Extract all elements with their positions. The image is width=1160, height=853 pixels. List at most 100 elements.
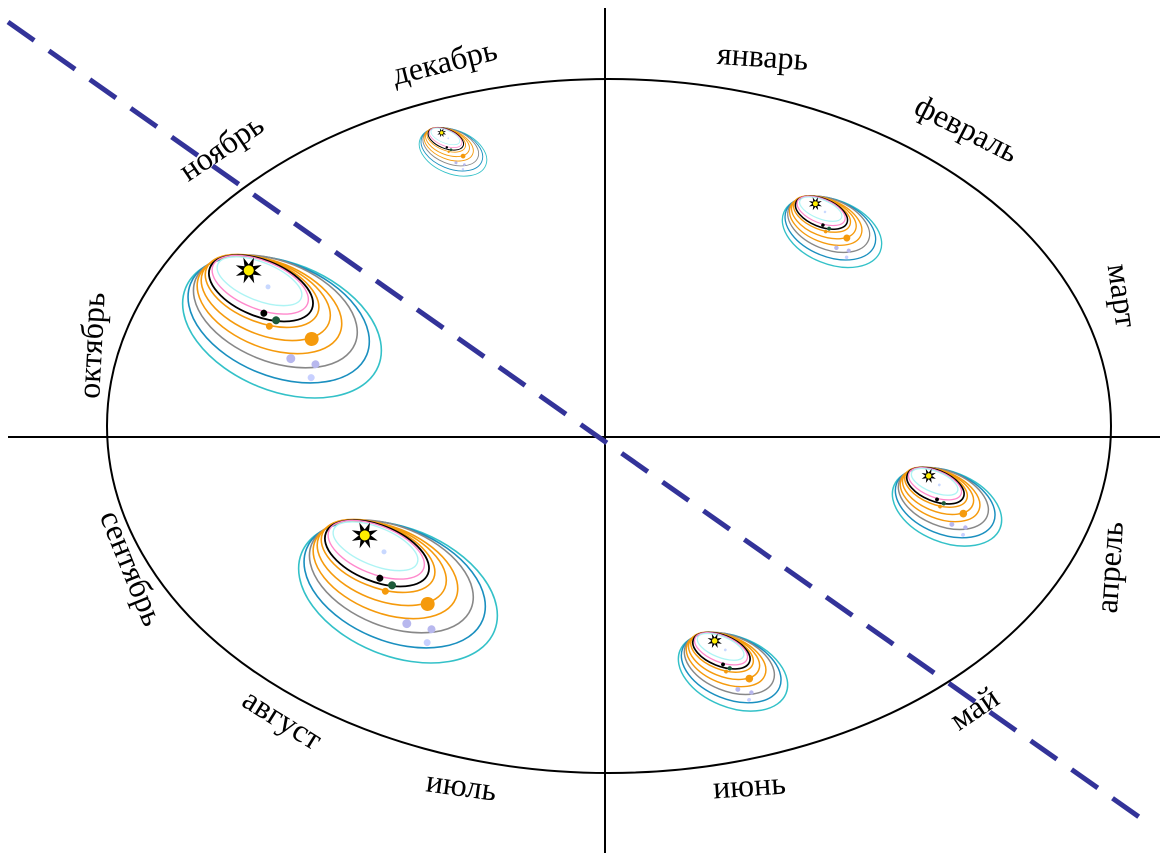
- sun-icon: [707, 633, 722, 649]
- planet-icon: [935, 497, 939, 502]
- planet-icon: [376, 574, 384, 582]
- orbit-ring: [693, 632, 749, 666]
- planet-icon: [447, 150, 450, 153]
- orbit-ring: [910, 467, 959, 496]
- planet-icon: [846, 248, 851, 253]
- planet-icon: [941, 501, 946, 506]
- main-orbit-ellipse: [106, 78, 1112, 774]
- orbit-ring: [787, 195, 871, 254]
- month-label-january: январь: [716, 35, 810, 77]
- month-label-july: июль: [424, 762, 499, 808]
- mini-systems-group: [181, 126, 1003, 712]
- planet-icon: [937, 483, 941, 487]
- planet-icon: [304, 331, 319, 346]
- orbit-ring: [320, 518, 436, 594]
- planet-icon: [447, 137, 450, 140]
- orbit-ring: [204, 253, 320, 329]
- mini-system-december: [418, 126, 488, 177]
- mini-system-february: [781, 195, 883, 269]
- orbit-ring: [297, 520, 499, 664]
- planet-icon: [959, 509, 968, 518]
- planet-icon: [445, 146, 449, 149]
- month-label-september: сентябрь: [93, 505, 172, 631]
- orbit-ring: [312, 519, 459, 620]
- month-label-december: декабрь: [388, 31, 500, 92]
- planet-icon: [272, 316, 281, 325]
- mini-system-october: [181, 253, 383, 399]
- dashed-plane-line: [6, 19, 1154, 829]
- planet-icon: [286, 354, 296, 364]
- planet-icon: [427, 625, 436, 634]
- planet-icon: [938, 504, 942, 509]
- planet-icon: [823, 210, 827, 214]
- orbit-ring: [316, 519, 448, 607]
- orbit-ring: [303, 519, 487, 649]
- orbit-ring: [187, 254, 371, 384]
- month-label-april: апрель: [1088, 520, 1130, 614]
- month-label-october: октябрь: [70, 291, 112, 399]
- month-label-august: август: [237, 680, 330, 756]
- orbit-ring: [897, 466, 990, 531]
- planet-icon: [381, 587, 389, 595]
- planet-icon: [727, 666, 732, 671]
- orbit-ring: [181, 255, 383, 399]
- orbit-ring: [428, 127, 463, 149]
- orbit-ring: [208, 254, 314, 323]
- orbit-ring: [327, 519, 426, 580]
- planet-icon: [834, 245, 839, 251]
- orbit-ring: [308, 519, 475, 634]
- planet-icon: [724, 669, 728, 674]
- mini-system-april: [891, 466, 1003, 547]
- planet-icon: [723, 648, 727, 652]
- planet-icon: [721, 662, 725, 667]
- planet-icon: [260, 309, 268, 317]
- planet-icon: [388, 581, 397, 590]
- orbit-ring: [907, 467, 963, 501]
- orbit-ring: [211, 254, 310, 315]
- orbit-ring: [324, 519, 430, 588]
- month-label-june: июнь: [712, 765, 787, 806]
- planet-icon: [461, 168, 465, 171]
- planet-icon: [821, 223, 825, 227]
- month-label-march: март: [1101, 261, 1146, 329]
- mini-system-august: [297, 518, 499, 664]
- orbit-ring: [683, 631, 776, 696]
- planet-icon: [963, 525, 968, 530]
- planet-icon: [844, 255, 849, 260]
- planet-icon: [420, 596, 435, 611]
- planet-icon: [827, 226, 832, 231]
- planet-icon: [449, 148, 453, 152]
- planet-icon: [460, 153, 466, 159]
- planet-icon: [265, 322, 273, 330]
- sun-icon: [235, 257, 262, 284]
- planet-icon: [843, 234, 851, 242]
- planet-icon: [745, 674, 754, 683]
- planet-icon: [265, 284, 271, 290]
- sun-icon: [351, 522, 378, 549]
- planet-icon: [961, 532, 965, 537]
- orbit-ring: [696, 632, 745, 661]
- sun-icon: [808, 197, 822, 211]
- orbit-ring: [200, 254, 332, 342]
- orbit-ring: [430, 127, 461, 146]
- orbit-ring: [796, 195, 846, 227]
- planet-icon: [307, 374, 315, 382]
- sun-icon: [437, 128, 447, 138]
- sun-icon: [921, 468, 936, 484]
- planet-icon: [454, 161, 458, 165]
- orbit-ring: [332, 521, 419, 572]
- planet-icon: [463, 163, 466, 167]
- planet-icon: [949, 521, 955, 527]
- planet-icon: [402, 619, 412, 629]
- planet-icon: [747, 697, 751, 702]
- orbit-ring: [196, 254, 343, 355]
- planet-icon: [423, 639, 431, 647]
- planet-icon: [735, 686, 741, 692]
- mini-system-june: [677, 631, 789, 712]
- orbit-ring: [799, 196, 843, 222]
- orbit-ring: [216, 256, 303, 307]
- planet-icon: [749, 690, 754, 695]
- planet-icon: [381, 549, 387, 555]
- planet-icon: [311, 360, 320, 369]
